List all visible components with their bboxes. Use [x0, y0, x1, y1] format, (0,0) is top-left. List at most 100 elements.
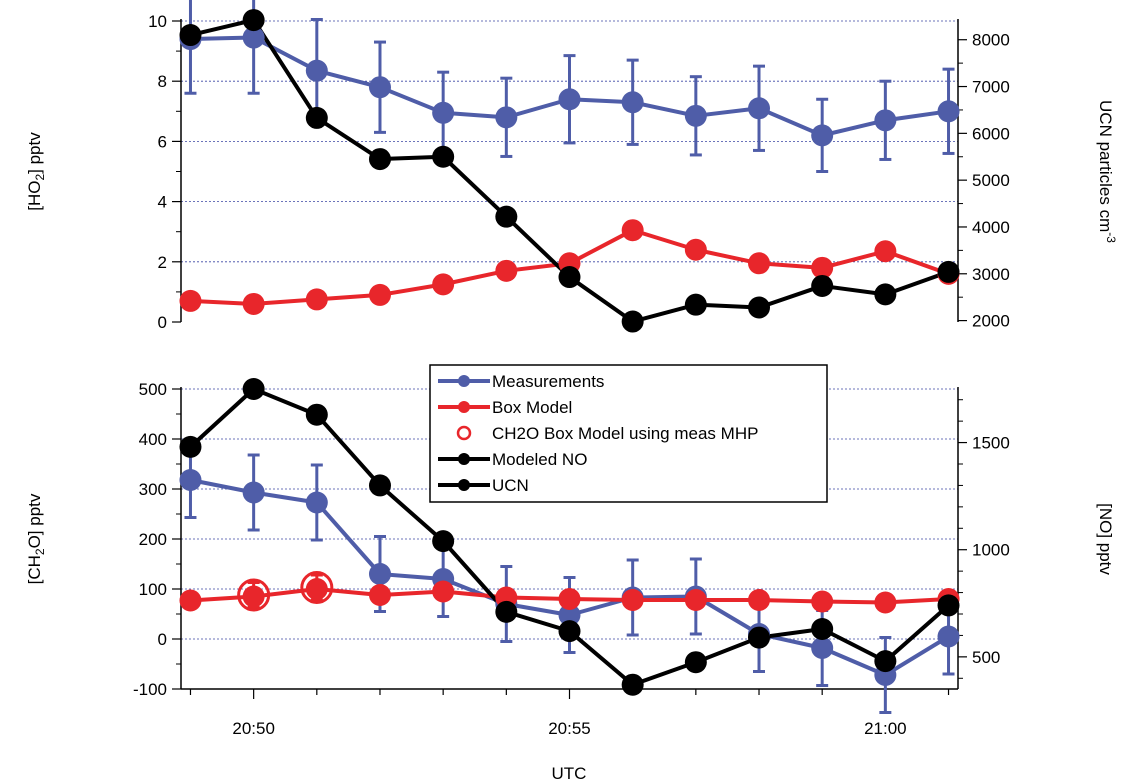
- modeled-no-point: [874, 650, 897, 673]
- ucn-point: [621, 310, 644, 333]
- modeled-no-point: [432, 530, 455, 553]
- modeled-no-point: [305, 403, 328, 426]
- box-model-point: [621, 589, 644, 611]
- left-tick-label: 100: [139, 580, 167, 599]
- left-tick-label: 0: [158, 630, 167, 649]
- modeled-no-point: [811, 618, 834, 640]
- measurements-point: [432, 101, 455, 124]
- ucn-point: [432, 145, 455, 168]
- box-model-point: [432, 580, 455, 603]
- measurements-point: [937, 100, 960, 123]
- measurements-point: [305, 59, 328, 82]
- box-model-point: [368, 584, 391, 606]
- measurements-point: [684, 104, 707, 127]
- measurements-point: [305, 491, 328, 514]
- measurements-point: [242, 481, 265, 504]
- modeled-no-point: [937, 594, 960, 617]
- right-axis-label: [NO] pptv: [1096, 503, 1115, 575]
- legend: Measurements Box Model CH2O Box Model usin…: [429, 364, 828, 503]
- measurements-point: [558, 88, 581, 111]
- right-tick-label: 2000: [972, 312, 1010, 331]
- box-model-point: [179, 589, 202, 612]
- left-tick-label: -100: [133, 680, 167, 699]
- box-model-point: [874, 240, 897, 263]
- left-axis-label-part: [HO: [25, 181, 44, 211]
- measurements-point: [368, 76, 391, 99]
- modeled-no-point: [495, 600, 518, 623]
- ucn-point: [874, 283, 897, 306]
- box-model-point: [811, 256, 834, 279]
- left-tick-label: 2: [158, 253, 167, 272]
- left-tick-label: 10: [148, 12, 167, 31]
- measurements-point: [621, 91, 644, 114]
- measurements-point: [368, 563, 391, 585]
- box-model-point: [432, 273, 455, 296]
- box-model-point: [558, 588, 581, 610]
- measurements-point: [558, 604, 581, 626]
- right-tick-label: 4000: [972, 218, 1010, 237]
- legend-label-ucn: UCN: [492, 476, 529, 495]
- modeled-no-point: [368, 474, 391, 497]
- ucn-point: [937, 260, 960, 283]
- ucn-point: [242, 9, 265, 32]
- right-tick-label: 500: [972, 648, 1000, 667]
- measurements-point: [495, 106, 518, 129]
- legend-label-measurements: Measurements: [492, 372, 604, 391]
- legend-box: [429, 364, 828, 503]
- ucn-point: [305, 106, 328, 129]
- box-model-point: [242, 292, 265, 315]
- left-axis-label: [HO2] pptv: [25, 132, 47, 211]
- right-tick-label: 5000: [972, 171, 1010, 190]
- box-model-point: [305, 288, 328, 311]
- box-model-point: [621, 219, 644, 242]
- box-model-point: [811, 590, 834, 613]
- bottom-panel: -100 0 100 200 300 400 500 500 1000 1500 20:50 20:5…: [25, 378, 1115, 738]
- box-model-point: [242, 585, 265, 608]
- left-tick-label: 0: [158, 313, 167, 332]
- legend-swatch-modeled-no: [458, 453, 470, 465]
- box-model-point: [305, 578, 328, 600]
- legend-label-box-model: Box Model: [492, 398, 572, 417]
- modeled-no-point: [748, 626, 771, 649]
- modeled-no-point: [684, 651, 707, 674]
- ucn-point: [748, 296, 771, 319]
- measurements-point: [937, 625, 960, 648]
- left-axis-label-sub: 2: [33, 174, 47, 181]
- right-tick-label: 1000: [972, 541, 1010, 560]
- measurements-point: [748, 97, 771, 120]
- left-tick-label: 300: [139, 480, 167, 499]
- box-model-point: [874, 591, 897, 614]
- ch2o-box-model-using-meas-mhp-point: [237, 578, 271, 612]
- measurements-point: [811, 124, 834, 147]
- modeled-no-point: [621, 673, 644, 696]
- right-tick-label: 8000: [972, 31, 1010, 50]
- right-axis-label-part: UCN particles cm: [1096, 100, 1115, 232]
- box-model-point: [684, 589, 707, 611]
- box-model-point: [368, 283, 391, 306]
- right-tick-label: 1500: [972, 434, 1010, 453]
- left-axis-label-sub: 2: [33, 548, 47, 555]
- left-tick-label: 500: [139, 380, 167, 399]
- left-axis-label-part: O] pptv: [25, 493, 44, 548]
- left-tick-label: 4: [158, 193, 167, 212]
- left-tick-label: 200: [139, 530, 167, 549]
- modeled-no-point: [558, 620, 581, 643]
- box-model-point: [748, 589, 771, 611]
- measurements-point: [242, 26, 265, 49]
- top-panel: 02468102000300040005000600070008000[HO2]…: [25, 0, 1118, 333]
- legend-label-modeled-no: Modeled NO: [492, 450, 587, 469]
- legend-swatch-ch2o-box-model-using-meas-mhp: [456, 425, 472, 441]
- modeled-no-point: [179, 435, 202, 458]
- right-axis-label-sup: -3: [1104, 232, 1118, 243]
- legend-swatch-measurements: [458, 375, 470, 387]
- right-tick-label: 6000: [972, 124, 1010, 143]
- measurements-point: [811, 637, 834, 659]
- ucn-point: [558, 266, 581, 289]
- ucn-point: [495, 205, 518, 228]
- legend-swatch-box-model: [458, 401, 470, 413]
- x-axis-label: UTC: [552, 764, 587, 783]
- measurements-point: [179, 469, 202, 491]
- box-model-point: [495, 259, 518, 282]
- legend-label-ch2o-box-model-using-meas-mhp: CH2O Box Model using meas MHP: [492, 424, 758, 443]
